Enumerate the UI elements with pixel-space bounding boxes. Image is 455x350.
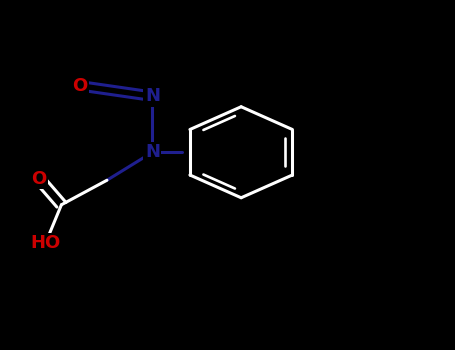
Text: HO: HO xyxy=(30,234,61,252)
Text: O: O xyxy=(72,77,87,95)
Text: N: N xyxy=(145,87,160,105)
Text: N: N xyxy=(145,143,160,161)
Text: O: O xyxy=(31,169,46,188)
